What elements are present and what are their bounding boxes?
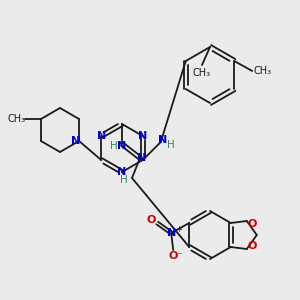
Text: O: O (169, 251, 178, 261)
Text: N: N (117, 141, 127, 151)
Text: H: H (167, 140, 175, 150)
Text: N: N (71, 136, 81, 146)
Text: CH₃: CH₃ (253, 66, 271, 76)
Text: N: N (167, 228, 176, 238)
Text: O: O (247, 241, 256, 251)
Text: CH₃: CH₃ (8, 114, 26, 124)
Text: N: N (158, 135, 167, 145)
Text: N: N (117, 167, 127, 177)
Text: CH₃: CH₃ (193, 68, 211, 78)
Text: N: N (138, 131, 147, 141)
Text: O: O (146, 215, 156, 225)
Text: O: O (247, 219, 256, 229)
Text: N: N (97, 131, 106, 141)
Text: H: H (110, 141, 118, 151)
Text: N: N (137, 153, 147, 163)
Text: H: H (120, 175, 128, 185)
Text: ⁻: ⁻ (176, 251, 182, 261)
Text: +: + (175, 226, 182, 235)
